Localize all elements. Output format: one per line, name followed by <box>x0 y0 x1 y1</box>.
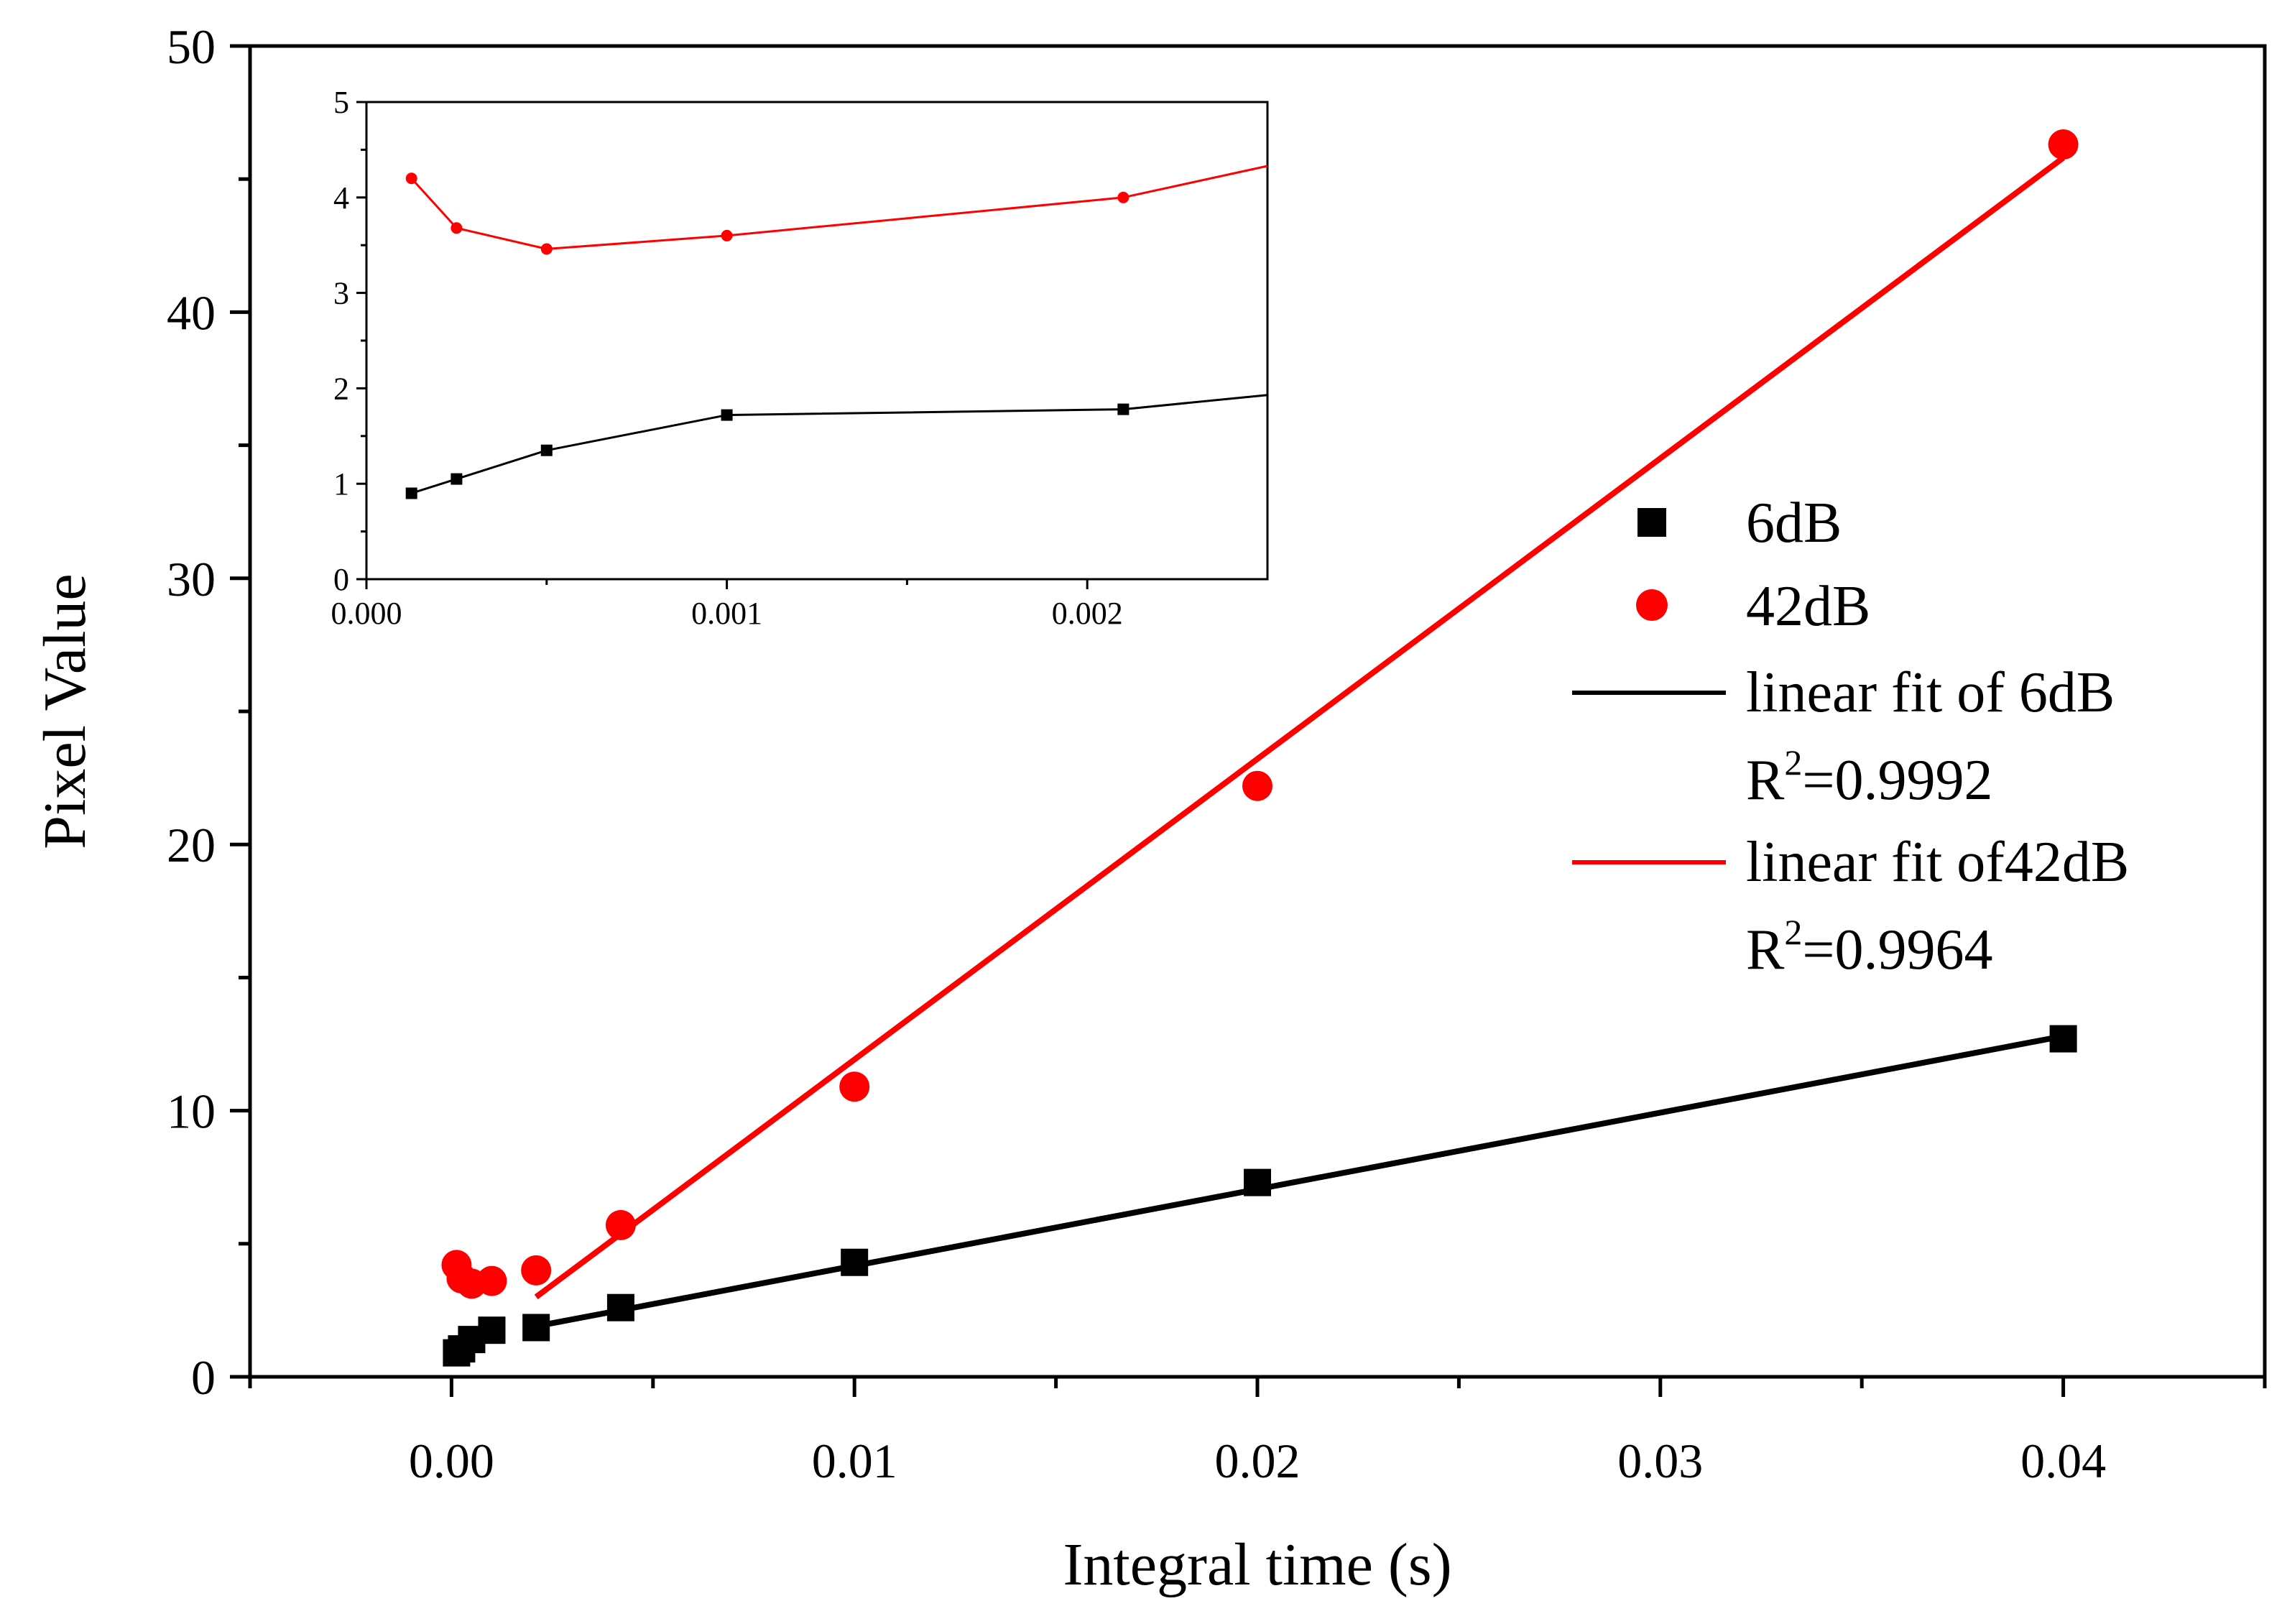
inset-y-tick-label: 1 <box>333 466 349 502</box>
legend-fit-42db-r2: R2=0.9964 <box>1746 912 1992 982</box>
inset-point-6db <box>451 473 463 485</box>
point-6db <box>478 1316 506 1344</box>
legend-6db-marker <box>1637 508 1666 537</box>
inset-y-tick-label: 0 <box>333 562 349 597</box>
x-tick-label: 0.03 <box>1617 1434 1703 1488</box>
inset-series-lines <box>410 165 1268 494</box>
point-42db <box>1242 770 1272 801</box>
x-tick-label: 0.04 <box>2020 1434 2106 1488</box>
fit-line-linear-fit-of-6db <box>535 1033 2064 1329</box>
inset-point-6db <box>1117 403 1130 415</box>
y-tick-label: 0 <box>191 1350 216 1405</box>
legend-42db-marker <box>1636 589 1668 621</box>
legend-fit-6db-label: linear fit of 6dB <box>1746 661 2115 724</box>
inset-plot-frame <box>365 101 1269 581</box>
inset-line-6db <box>411 394 1268 494</box>
inset-point-42db <box>451 222 463 234</box>
point-6db <box>606 1293 634 1321</box>
y-tick-label: 50 <box>167 19 216 74</box>
inset-point-42db <box>1117 191 1130 203</box>
inset-y-tick-label: 5 <box>333 85 349 120</box>
inset-point-42db <box>405 172 417 185</box>
inset-point-6db <box>405 487 417 499</box>
y-tick-label: 40 <box>167 285 216 340</box>
legend-42db-label: 42dB <box>1746 575 1870 638</box>
x-axis-title: Integral time (s) <box>1063 1531 1451 1598</box>
point-42db <box>521 1255 552 1286</box>
inset-point-6db <box>540 444 553 456</box>
legend-fit-6db-r2: R2=0.9992 <box>1746 742 1992 812</box>
inset-x-tick-label: 0.001 <box>691 596 762 631</box>
inset-y-tick-label: 3 <box>333 276 349 311</box>
legend: 6dB 42dB linear fit of 6dB R2=0.9992 lin… <box>1572 492 2129 982</box>
inset-y-tick-label: 4 <box>333 180 349 216</box>
x-tick-label: 0.02 <box>1215 1434 1301 1488</box>
point-42db <box>476 1265 507 1296</box>
y-tick-label: 10 <box>167 1084 216 1139</box>
point-42db <box>839 1071 870 1102</box>
inset-data-points <box>405 172 1130 499</box>
fit-line-linear-fit-of42db <box>534 155 2065 1300</box>
y-tick-label: 30 <box>167 552 216 606</box>
point-6db <box>522 1314 550 1342</box>
inset-point-42db <box>540 243 553 255</box>
point-42db <box>605 1209 636 1240</box>
inset-point-6db <box>721 409 733 421</box>
inset-ticks: 0.000 0.001 0.002 0 1 2 3 4 5 <box>331 85 1123 631</box>
point-6db <box>2049 1025 2077 1053</box>
main-data-points <box>441 129 2079 1367</box>
point-42db <box>2048 129 2079 160</box>
main-fit-lines <box>534 155 2065 1329</box>
y-axis-title: Pixel Value <box>32 573 98 849</box>
inset-y-tick-label: 2 <box>333 371 349 406</box>
inset-point-42db <box>721 229 733 241</box>
legend-fit-42db-label: linear fit of42dB <box>1746 831 2129 894</box>
x-tick-label: 0.00 <box>409 1434 494 1488</box>
x-tick-label: 0.01 <box>812 1434 897 1488</box>
y-tick-label: 20 <box>167 818 216 872</box>
point-6db <box>841 1248 869 1276</box>
inset-line-42db <box>410 165 1268 251</box>
point-6db <box>1244 1168 1271 1196</box>
legend-6db-label: 6dB <box>1746 492 1842 555</box>
inset-x-tick-label: 0.002 <box>1052 596 1123 631</box>
inset-x-tick-label: 0.000 <box>331 596 402 631</box>
